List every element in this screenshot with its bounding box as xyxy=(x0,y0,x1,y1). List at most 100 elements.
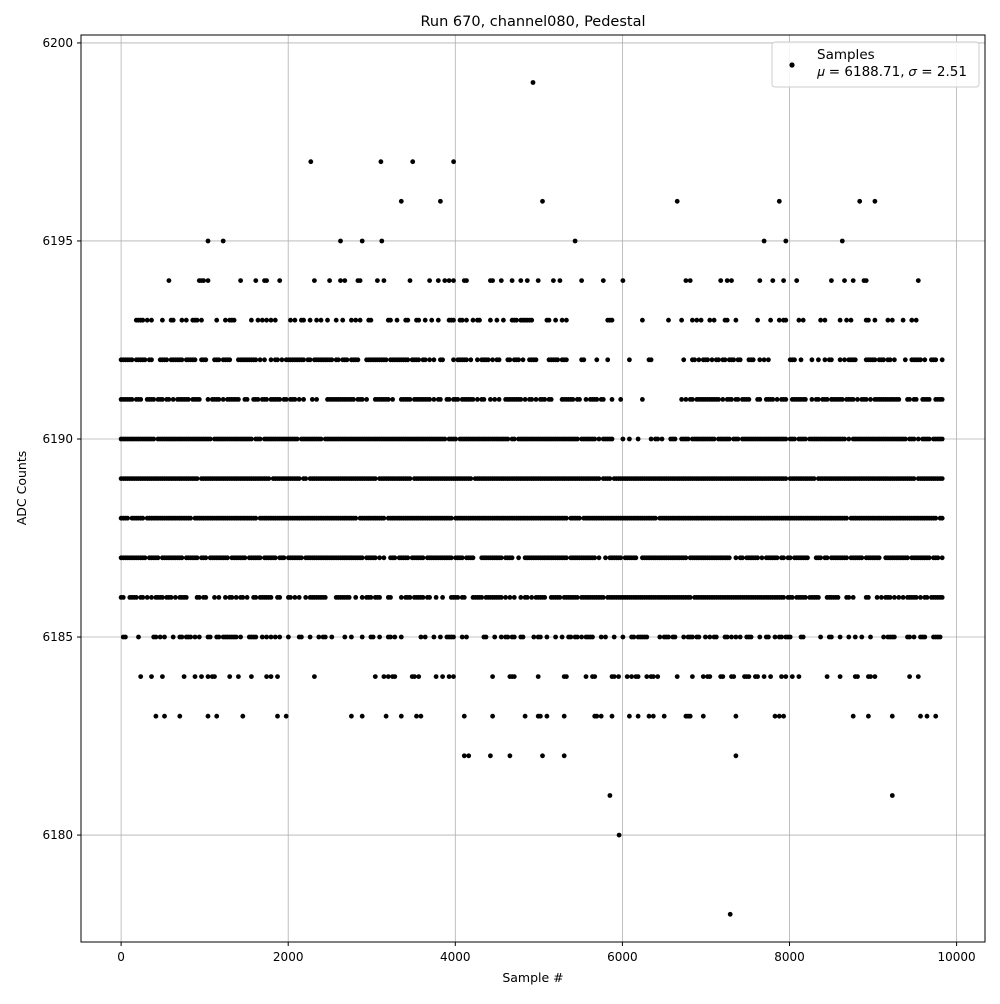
data-point xyxy=(325,317,330,323)
data-point xyxy=(713,634,719,640)
data-point xyxy=(231,317,237,323)
data-point xyxy=(388,595,393,600)
data-point xyxy=(483,634,489,640)
data-point xyxy=(518,397,524,402)
data-point xyxy=(203,555,209,561)
data-point xyxy=(364,397,369,402)
data-point xyxy=(809,357,815,363)
data-point xyxy=(892,634,897,640)
data-point xyxy=(524,278,530,283)
data-point xyxy=(253,278,259,283)
data-point xyxy=(505,634,511,640)
data-point xyxy=(724,317,730,323)
data-point xyxy=(533,357,539,363)
data-point xyxy=(138,397,144,402)
data-point xyxy=(511,634,517,640)
data-point xyxy=(385,674,391,679)
data-point xyxy=(249,436,254,442)
data-point xyxy=(259,317,265,323)
data-point xyxy=(650,674,656,679)
data-point xyxy=(892,595,897,600)
data-point xyxy=(722,357,728,363)
data-point xyxy=(653,515,658,521)
data-point xyxy=(420,555,426,561)
data-point xyxy=(766,357,771,363)
data-point xyxy=(338,238,343,244)
data-point xyxy=(529,317,535,323)
data-point xyxy=(259,634,265,640)
data-point xyxy=(850,397,856,402)
data-point xyxy=(935,555,941,561)
data-point xyxy=(205,713,211,719)
data-point xyxy=(140,595,146,600)
data-point xyxy=(438,198,443,204)
data-point xyxy=(464,634,469,640)
data-point xyxy=(905,555,910,561)
data-point xyxy=(872,198,878,204)
data-point xyxy=(783,317,789,323)
data-point xyxy=(188,634,194,640)
data-point xyxy=(779,634,784,640)
data-point xyxy=(223,595,228,600)
data-point xyxy=(690,317,695,323)
data-point xyxy=(359,555,365,561)
data-point xyxy=(726,555,732,561)
data-point xyxy=(700,674,706,679)
data-point xyxy=(466,753,472,759)
data-point xyxy=(939,357,945,363)
data-point xyxy=(731,674,737,679)
data-point xyxy=(618,397,624,402)
data-point xyxy=(757,357,763,363)
data-point xyxy=(553,317,558,323)
data-point xyxy=(564,555,569,561)
data-point xyxy=(312,278,317,283)
data-point xyxy=(768,317,773,323)
data-point xyxy=(872,674,878,679)
data-point xyxy=(850,595,856,600)
data-point xyxy=(264,397,269,402)
data-point xyxy=(257,555,263,561)
data-point xyxy=(377,555,382,561)
data-point xyxy=(446,397,452,402)
data-point xyxy=(911,476,917,481)
data-point xyxy=(405,555,411,561)
data-point xyxy=(292,317,298,323)
data-point xyxy=(233,634,239,640)
data-point xyxy=(842,278,847,283)
data-point xyxy=(160,595,165,600)
data-point xyxy=(272,634,278,640)
data-point xyxy=(398,634,404,640)
data-point xyxy=(805,555,810,561)
data-point xyxy=(199,674,204,679)
data-point xyxy=(181,674,187,679)
data-point xyxy=(709,357,715,363)
data-point xyxy=(800,634,806,640)
data-point xyxy=(596,436,602,442)
data-point xyxy=(598,634,604,640)
data-point xyxy=(511,595,517,600)
data-point xyxy=(309,397,315,402)
data-point xyxy=(781,278,786,283)
data-point xyxy=(672,436,678,442)
data-point xyxy=(227,674,233,679)
data-point xyxy=(446,674,452,679)
data-point xyxy=(911,634,917,640)
data-point xyxy=(392,555,398,561)
data-point xyxy=(800,317,806,323)
data-point xyxy=(427,278,432,283)
data-point xyxy=(911,436,917,442)
data-point xyxy=(144,595,150,600)
data-point xyxy=(511,674,517,679)
data-point xyxy=(381,515,387,521)
data-point xyxy=(220,397,226,402)
data-point xyxy=(600,595,606,600)
data-point xyxy=(160,674,165,679)
data-point xyxy=(229,595,235,600)
data-point xyxy=(179,555,185,561)
data-point xyxy=(381,674,387,679)
data-point xyxy=(353,595,359,600)
data-point xyxy=(459,555,465,561)
data-point xyxy=(494,317,500,323)
data-point xyxy=(194,555,200,561)
data-point xyxy=(768,674,773,679)
